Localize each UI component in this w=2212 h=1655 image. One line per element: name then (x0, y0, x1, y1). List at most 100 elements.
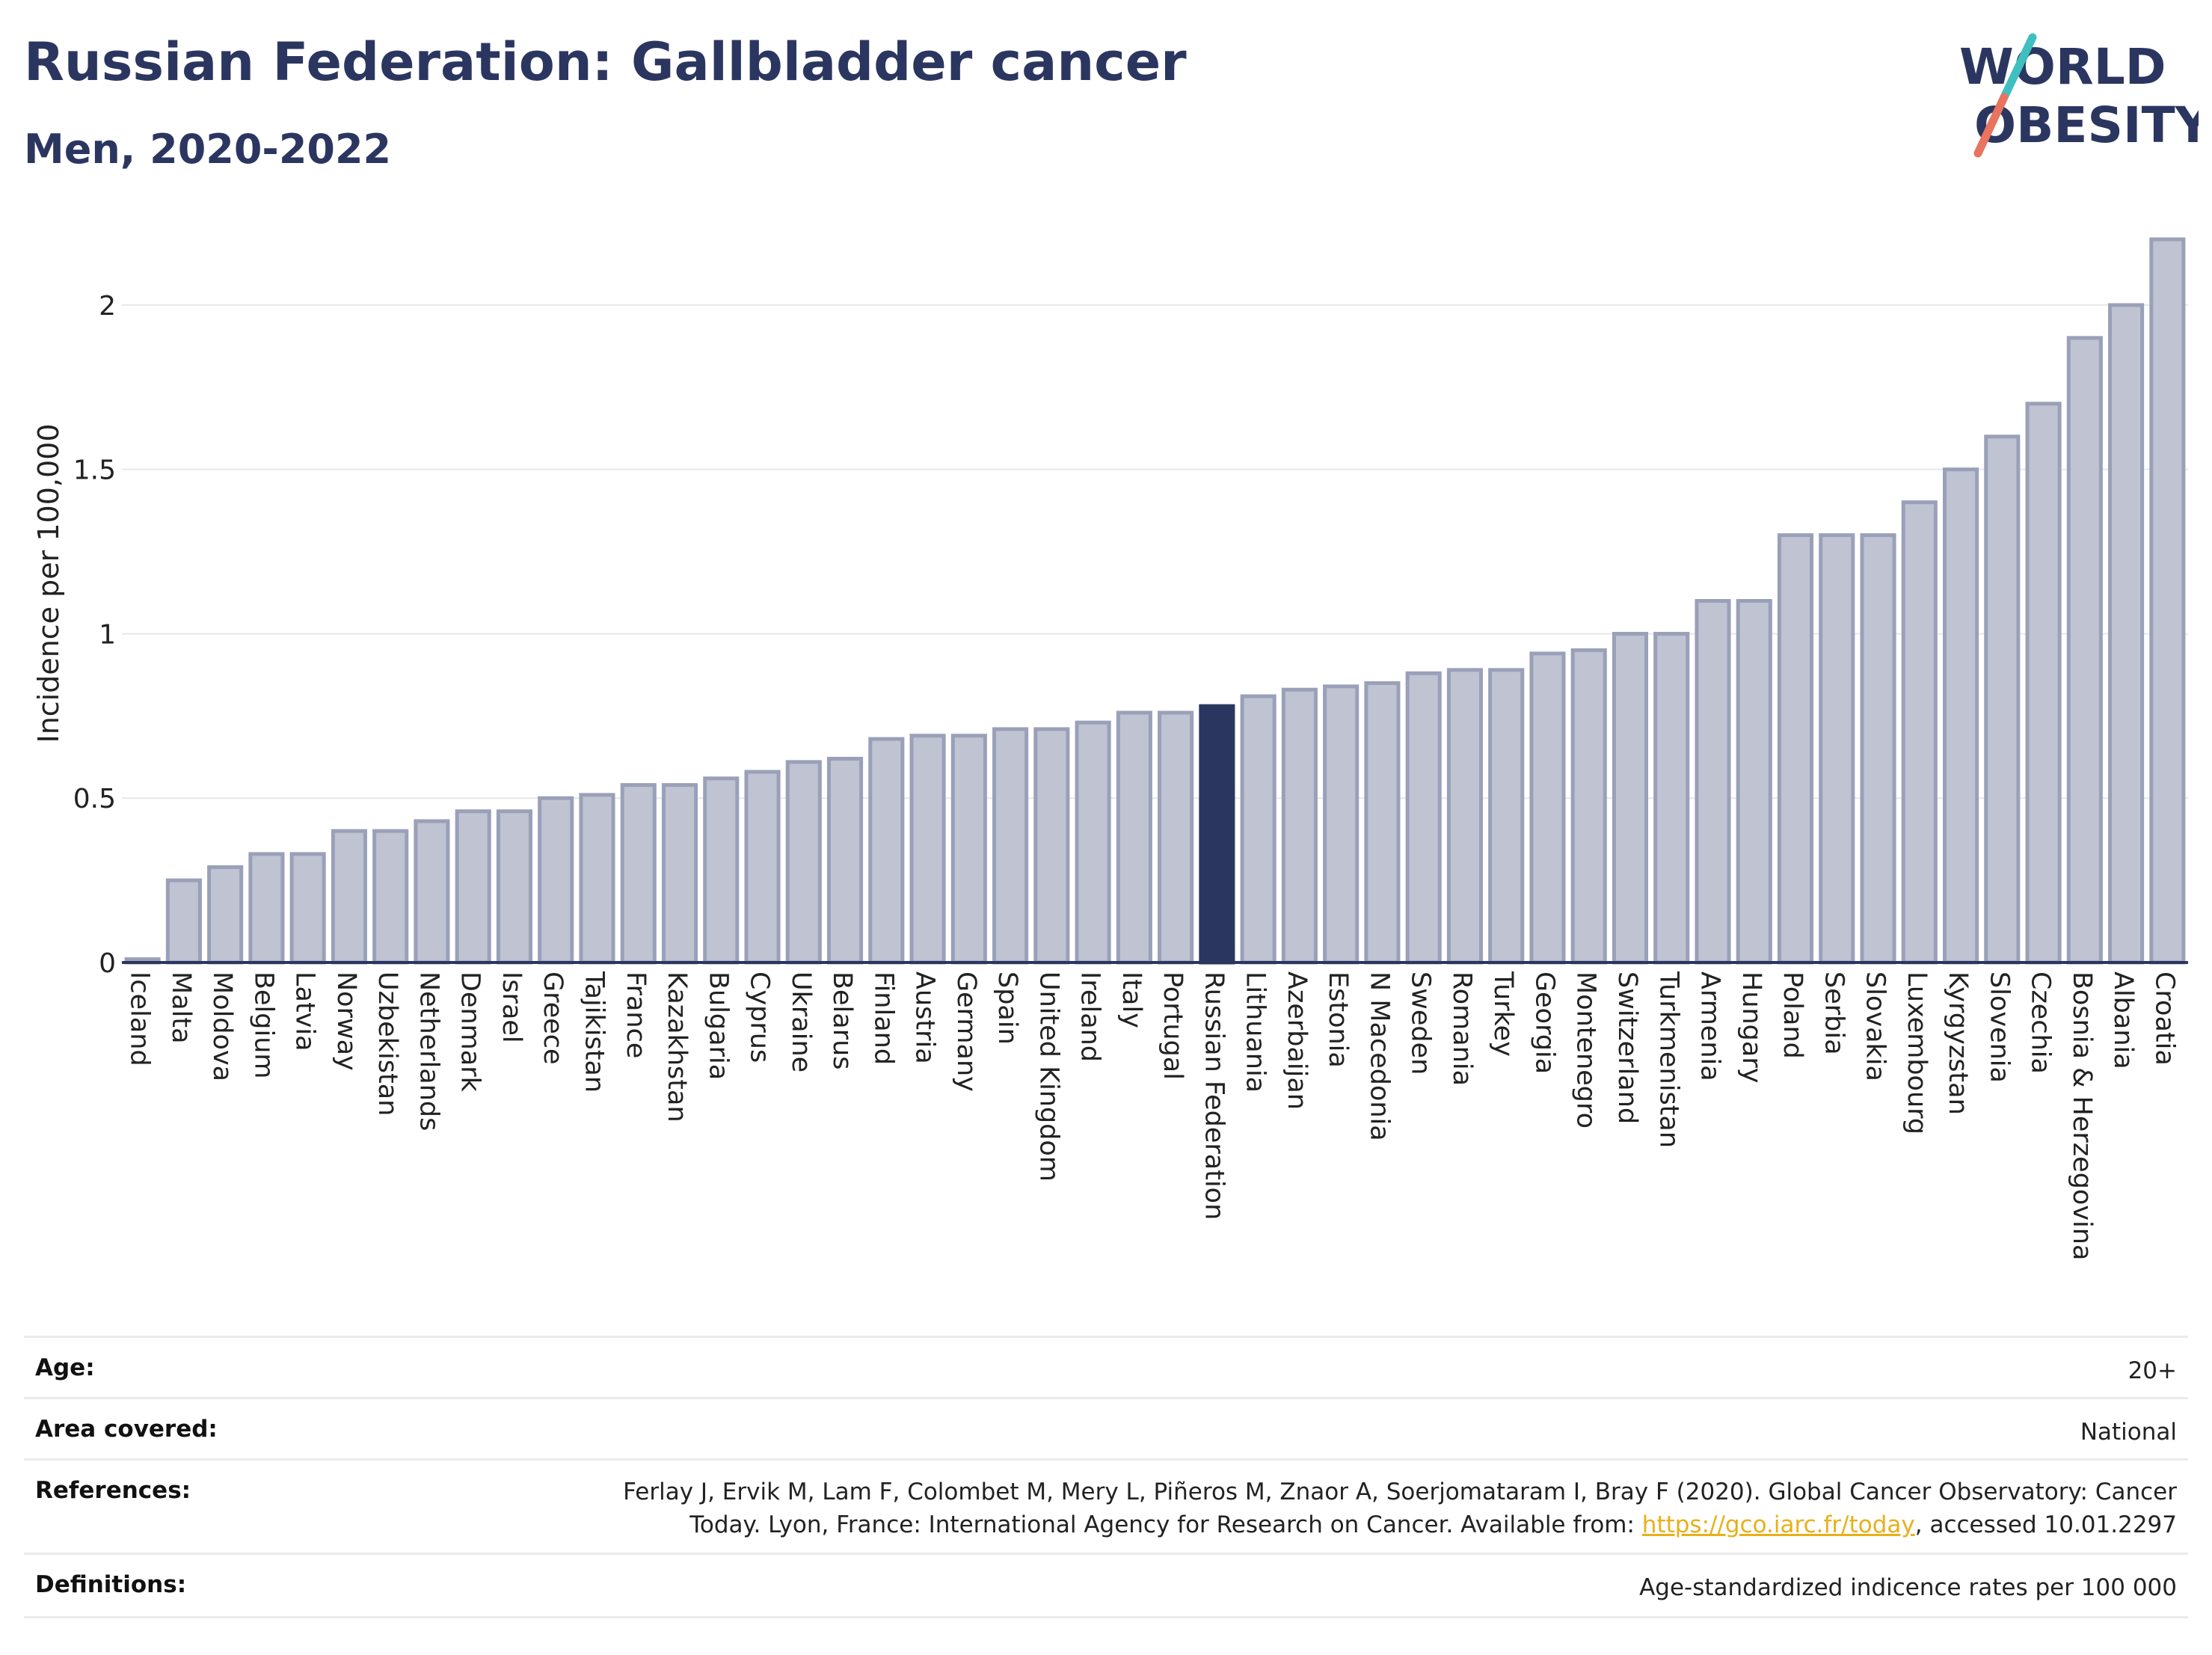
x-tick-label: Spain (992, 971, 1022, 1045)
bar-latvia (289, 852, 326, 965)
bar-slovenia (1984, 435, 2021, 965)
bar-netherlands (414, 819, 450, 965)
x-tick-label: France (621, 971, 651, 1058)
bar-azerbaijan (1281, 687, 1318, 965)
axis-layer: 0 0.5 1 1.5 2 Iceland Malta Moldova Belgium Latvi… (73, 291, 2188, 1260)
y-axis-label: Incidence per 100,000 (32, 423, 65, 743)
bar-kazakhstan (661, 783, 698, 965)
meta-references-value: Ferlay J, Ervik M, Lam F, Colombet M, Me… (623, 1476, 2177, 1541)
x-tick-label: Czechia (2026, 971, 2056, 1074)
meta-age-label: Age: (35, 1354, 95, 1381)
y-tick-label: 1 (99, 619, 116, 650)
x-tick-label: Croatia (2149, 971, 2179, 1066)
x-tick-label: Uzbekistan (372, 971, 402, 1116)
bar-romania (1446, 668, 1484, 965)
x-tick-label: Germany (951, 971, 981, 1092)
page-subtitle: Men, 2020-2022 (24, 126, 392, 173)
logo-slash-bottom (1973, 93, 2009, 158)
x-tick-label: Denmark (455, 971, 485, 1093)
x-tick-label: N Macedonia (1364, 971, 1394, 1141)
bar-france (620, 783, 657, 965)
y-tick-label: 2 (99, 291, 116, 322)
x-tick-label: Ireland (1075, 971, 1105, 1062)
x-tick-label: Lithuania (1241, 971, 1271, 1093)
bar-hungary (1736, 599, 1772, 965)
reference-line-2-suffix: , accessed 10.01.2297 (1914, 1511, 2177, 1538)
x-tick-label: Luxembourg (1902, 971, 1932, 1134)
bar-serbia (1819, 533, 1855, 965)
bar-ireland (1075, 720, 1111, 965)
bar-sweden (1405, 671, 1442, 965)
reference-line-2-prefix: Today. Lyon, France: International Agenc… (689, 1511, 1642, 1538)
bar-belarus (826, 756, 864, 965)
x-tick-label: Switzerland (1612, 971, 1642, 1124)
x-tick-label: Montenegro (1571, 971, 1601, 1129)
bar-norway (331, 829, 367, 965)
x-tick-label: Iceland (125, 971, 155, 1066)
bar-bosnia-herzegovina (2066, 336, 2103, 965)
world-obesity-logo: WORLD OBESITY (1959, 33, 2199, 158)
x-tick-label: Serbia (1819, 971, 1849, 1055)
x-tick-label: Kazakhstan (662, 971, 692, 1123)
x-tick-label: Turkey (1488, 971, 1518, 1057)
bar-greece (538, 796, 574, 965)
x-tick-label: Tajikistan (579, 971, 609, 1093)
meta-definitions-label: Definitions: (35, 1571, 187, 1598)
y-tick-label: 0.5 (73, 784, 116, 814)
bar-denmark (455, 809, 491, 965)
x-tick-label: Russian Federation (1199, 971, 1229, 1220)
x-tick-label: Georgia (1529, 971, 1559, 1074)
x-tick-label: Kyrgyzstan (1943, 971, 1973, 1115)
x-tick-label: Slovenia (1984, 971, 2014, 1083)
reference-link[interactable]: https://gco.iarc.fr/today (1641, 1511, 1915, 1538)
meta-row-age: Age: 20+ (24, 1336, 2188, 1399)
bar-bulgaria (703, 776, 740, 965)
bar-estonia (1323, 684, 1360, 965)
x-tick-label: Poland (1778, 971, 1807, 1059)
meta-area-label: Area covered: (35, 1416, 218, 1443)
meta-area-value: National (2080, 1419, 2177, 1446)
x-tick-label: Slovakia (1861, 971, 1890, 1081)
x-tick-label: Belarus (827, 971, 857, 1070)
bars-layer (124, 237, 2186, 965)
x-tick-label: Malta (166, 971, 196, 1044)
page-title: Russian Federation: Gallbladder cancer (24, 31, 1187, 93)
x-tick-label: Israel (497, 971, 526, 1043)
logo-slash-top (2000, 33, 2037, 102)
x-tick-label: Estonia (1323, 971, 1353, 1068)
x-tick-label: Netherlands (414, 971, 443, 1131)
bar-moldova (207, 865, 244, 965)
x-tick-label: Sweden (1406, 971, 1436, 1075)
logo-line1: WORLD (1959, 38, 2166, 96)
bar-slovakia (1860, 533, 1896, 965)
x-tick-label: Azerbaijan (1282, 971, 1312, 1110)
x-tick-label: Moldova (207, 971, 237, 1081)
x-tick-label: Armenia (1695, 971, 1725, 1081)
bar-israel (496, 809, 533, 965)
bar-luxembourg (1901, 500, 1938, 965)
meta-row-definitions: Definitions: Age-standardized indicence … (24, 1553, 2188, 1618)
x-tick-label: Romania (1447, 971, 1477, 1086)
reference-line-1: Ferlay J, Ervik M, Lam F, Colombet M, Me… (623, 1479, 2177, 1505)
bar-georgia (1529, 651, 1566, 965)
y-tick-label: 0 (99, 948, 116, 979)
meta-references-label: References: (35, 1477, 191, 1504)
x-tick-label: Finland (868, 971, 898, 1065)
bar-switzerland (1612, 631, 1649, 965)
bar-n-macedonia (1364, 681, 1401, 965)
x-tick-label: Italy (1116, 971, 1146, 1028)
bar-uzbekistan (372, 829, 409, 965)
x-tick-label: Greece (538, 971, 568, 1065)
bar-turkmenistan (1653, 631, 1690, 965)
bar-belgium (248, 852, 285, 965)
meta-row-references: References: Ferlay J, Ervik M, Lam F, Co… (24, 1458, 2188, 1555)
bar-germany (950, 734, 987, 965)
bar-turkey (1488, 668, 1525, 965)
bar-spain (992, 727, 1029, 965)
x-tick-label: Norway (331, 971, 361, 1071)
meta-row-area: Area covered: National (24, 1397, 2188, 1461)
meta-definitions-value: Age-standardized indicence rates per 100… (1639, 1574, 2177, 1601)
bar-ukraine (785, 760, 822, 965)
bar-armenia (1695, 599, 1731, 965)
bar-czechia (2025, 402, 2062, 965)
